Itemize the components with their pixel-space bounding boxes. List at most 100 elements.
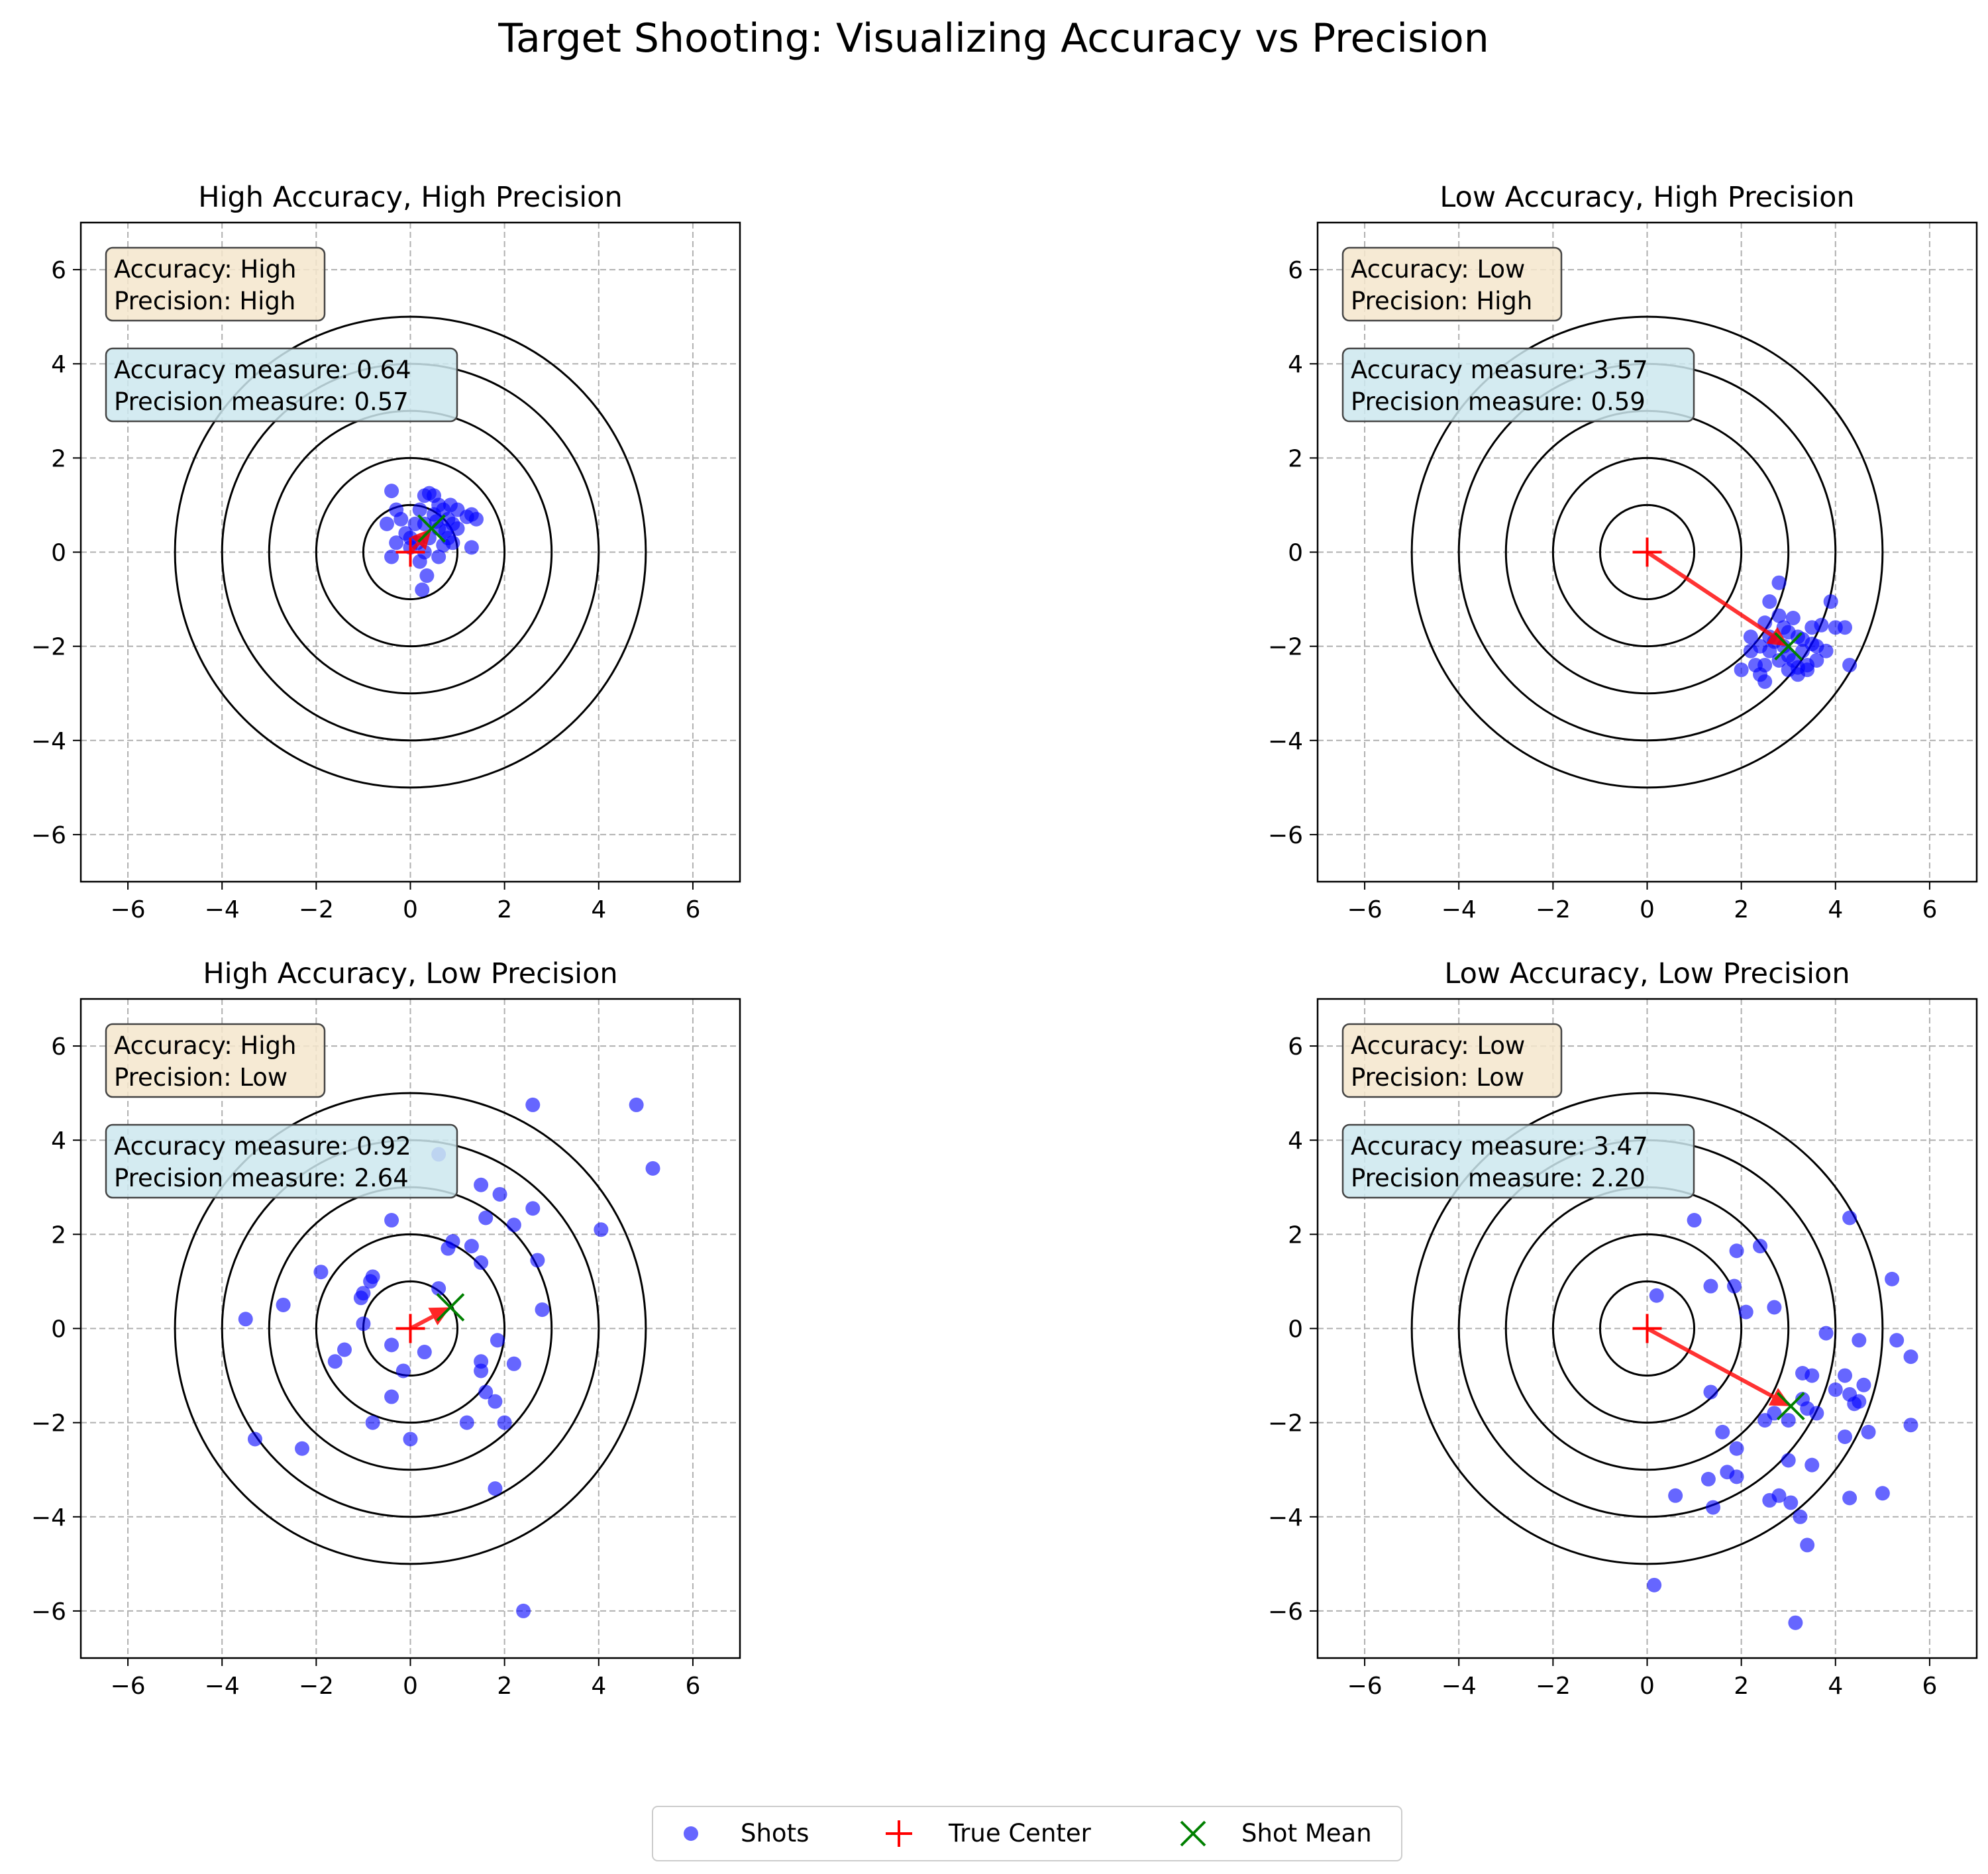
x-tick-label: −6 [1347,896,1383,923]
y-tick-label: −2 [1268,1410,1303,1437]
classification-box-line: Accuracy: Low [1351,1031,1525,1060]
true-center-marker [395,1314,425,1343]
shot-point [497,1415,512,1430]
y-tick-label: −2 [31,634,66,661]
y-tick-label: 0 [1288,1316,1303,1343]
classification-box-line: Precision: Low [1351,1063,1524,1092]
target-ring [362,503,459,601]
shot-point [1805,1457,1820,1473]
shot-point [525,1097,541,1112]
legend-true-center-marker [886,1820,912,1847]
shot-point [1726,1278,1742,1294]
classification-box-line: Accuracy: High [114,1031,297,1060]
shot-point [431,549,446,564]
panel-1: High Accuracy, High Precision −6 −6 −4 −4 −2 −… [31,181,741,923]
measure-box [105,1123,458,1199]
shot-point [1762,594,1777,609]
y-tick-label: −6 [1268,1598,1303,1626]
shot-point [1852,1333,1867,1348]
y-tick-label: −2 [31,1410,66,1437]
shot-point [1706,1500,1720,1515]
true-center-marker [395,537,425,567]
shot-point [1762,1492,1777,1508]
panel-title: Low Accuracy, High Precision [1439,181,1854,214]
x-tick-label: −6 [111,896,146,923]
legend: Shots True Center Shot Mean [652,1806,1402,1861]
shot-point [1738,1304,1753,1320]
target-ring [1410,315,1884,789]
shot-point [1767,1406,1782,1421]
shot-point [1889,1333,1905,1348]
shot-point [1828,1382,1843,1397]
shot-point [506,1218,521,1233]
shot-point [1783,1495,1799,1510]
shot-point [1838,1429,1852,1444]
y-tick-label: 2 [1288,445,1303,472]
shot-point [1856,1377,1871,1392]
axes-frame [1316,221,1978,883]
shot-point [1729,1469,1744,1484]
y-tick-label: −6 [1268,822,1303,849]
shot-point [1885,1271,1900,1286]
x-tick-label: −6 [1347,1673,1383,1700]
shot-point [431,1281,446,1296]
offset-arrow [1646,1326,1775,1399]
x-tick-label: −6 [111,1673,146,1700]
classification-box-line: Precision: Low [114,1063,288,1092]
shot-point [384,1213,399,1228]
shot-point [1700,1471,1716,1486]
target-ring [1598,503,1696,601]
shot-point [384,1389,399,1404]
shot-point [535,1302,550,1318]
legend-frame [652,1806,1402,1861]
shot-point [1842,1210,1857,1225]
shot-point [1823,594,1838,609]
shot-point [1805,1368,1820,1383]
y-tick-label: 6 [51,1033,66,1061]
shot-point [1809,639,1824,654]
x-tick-label: 2 [1734,896,1749,923]
shot-point [412,502,427,517]
x-tick-label: −2 [299,896,334,923]
x-tick-label: 6 [685,896,700,923]
shot-point [1814,617,1829,633]
shot-point [488,1481,503,1496]
true-center-marker [1632,1314,1662,1343]
y-tick-label: −4 [31,728,66,755]
shot-point [1842,1490,1857,1506]
y-tick-label: 2 [51,1222,66,1249]
y-tick-label: 4 [51,1127,66,1155]
classification-box-line: Accuracy: Low [1351,255,1525,284]
x-tick-label: 6 [1922,1673,1937,1700]
shot-point [403,1432,418,1447]
true-center-marker [1632,537,1662,567]
shot-point [1687,1213,1702,1228]
shot-point [389,535,404,550]
shot-point [464,1239,479,1254]
plot-area [174,315,647,789]
x-tick-label: 6 [685,1673,700,1700]
target-ring [315,1233,506,1424]
shot-point [530,1253,545,1268]
target-ring [315,456,506,648]
measure-box [1341,1123,1695,1199]
shot-point [1753,1239,1768,1254]
measure-box-line: Precision measure: 0.59 [1351,388,1646,416]
panel-3: High Accuracy, Low Precision −6 −6 −4 −4 −2 −2… [31,957,741,1700]
x-tick-label: 4 [1828,896,1843,923]
shot-point [1743,643,1758,658]
shot-point [1861,1424,1876,1439]
measure-box-line: Accuracy measure: 3.47 [1351,1132,1648,1161]
x-tick-label: −4 [1441,1673,1477,1700]
shot-point [478,1384,494,1400]
shot-point [356,1316,371,1331]
shot-point [443,497,458,513]
y-tick-label: −4 [31,1504,66,1532]
x-tick-label: 0 [403,1673,418,1700]
x-tick-label: 6 [1922,896,1937,923]
y-tick-label: −6 [31,1598,66,1626]
classification-box [1341,1023,1563,1098]
shot-point [645,1161,660,1176]
shot-point [1793,1509,1808,1524]
